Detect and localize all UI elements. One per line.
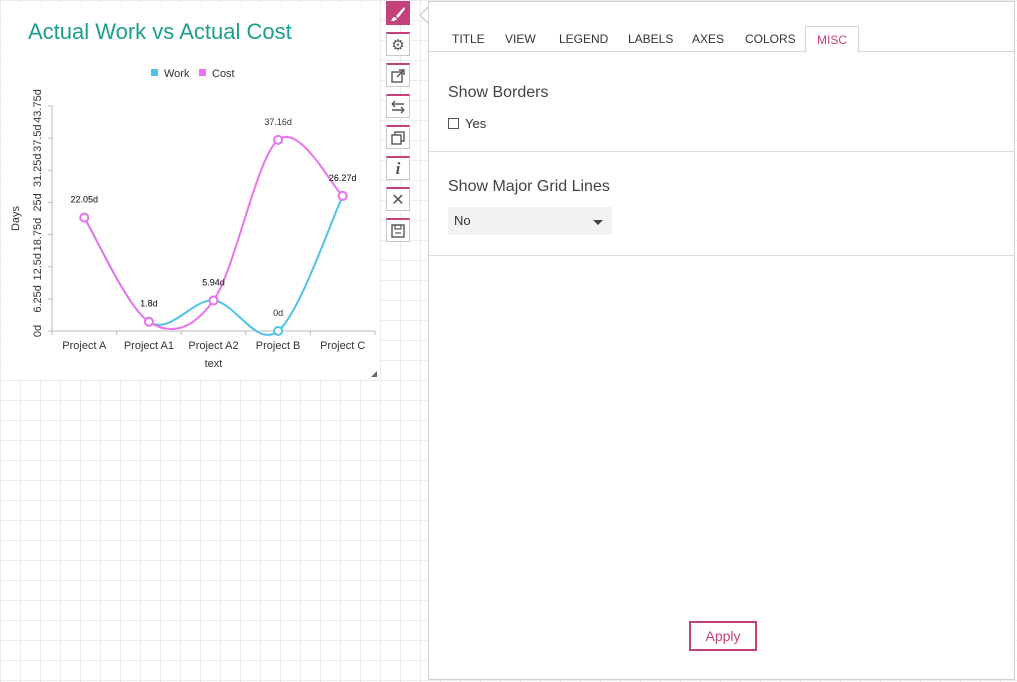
data-label-cost: 22.05d xyxy=(71,195,99,205)
settings-tabs: TITLE VIEW LEGEND LABELS AXES COLORS MIS… xyxy=(429,26,1014,53)
paintbrush-icon xyxy=(391,6,405,21)
resize-handle[interactable] xyxy=(371,371,377,377)
show-borders-checkbox-label: Yes xyxy=(465,116,487,131)
chart-toolbar: ⚙ i ✕ xyxy=(386,1,412,249)
grid-lines-selected-value: No xyxy=(454,213,471,228)
y-tick-label: 0d xyxy=(32,325,44,337)
x-tick-label: Project A1 xyxy=(124,340,174,352)
y-tick-label: 37.5d xyxy=(32,124,44,152)
data-label-work: 1.8d xyxy=(140,299,158,309)
y-tick-label: 25d xyxy=(32,193,44,211)
copy-icon xyxy=(391,130,405,145)
grid-lines-section: Show Major Grid Lines No xyxy=(429,152,1014,256)
grid-lines-select[interactable]: No xyxy=(448,207,612,235)
grid-lines-title: Show Major Grid Lines xyxy=(448,178,610,195)
tab-title[interactable]: TITLE xyxy=(452,32,485,46)
y-tick-label: 12.5d xyxy=(32,253,44,281)
info-button[interactable]: i xyxy=(386,156,410,180)
tab-view[interactable]: VIEW xyxy=(505,32,536,46)
data-point-cost xyxy=(273,134,284,145)
info-icon: i xyxy=(395,158,401,178)
open-external-button[interactable] xyxy=(386,63,410,87)
swap-axes-button[interactable] xyxy=(386,94,410,118)
show-borders-option[interactable]: Yes xyxy=(448,116,486,131)
remove-button[interactable]: ✕ xyxy=(386,187,410,211)
chart-widget[interactable]: Actual Work vs Actual Cost Work Cost 0d 6.2… xyxy=(3,3,379,379)
tab-misc[interactable]: MISC xyxy=(805,26,859,53)
show-borders-title: Show Borders xyxy=(448,84,549,101)
data-label-work: 0d xyxy=(273,308,283,318)
settings-button[interactable]: ⚙ xyxy=(386,32,410,56)
external-link-icon xyxy=(391,68,405,83)
y-axis-title: Days xyxy=(10,205,22,231)
legend-label-work: Work xyxy=(164,68,190,80)
duplicate-button[interactable] xyxy=(386,125,410,149)
legend-label-cost: Cost xyxy=(212,68,235,80)
legend-swatch-work xyxy=(151,69,158,76)
data-label-cost: 1.8d xyxy=(140,299,158,309)
x-tick-label: Project A2 xyxy=(188,340,238,352)
apply-button[interactable]: Apply xyxy=(689,621,757,651)
data-label-work: 26.27d xyxy=(329,173,357,183)
x-tick-label: Project B xyxy=(256,340,301,352)
tab-labels[interactable]: LABELS xyxy=(628,32,674,46)
tab-legend[interactable]: LEGEND xyxy=(559,32,609,46)
save-button[interactable] xyxy=(386,218,410,242)
gear-icon: ⚙ xyxy=(391,36,405,54)
settings-panel: TITLE VIEW LEGEND LABELS AXES COLORS MIS… xyxy=(428,1,1015,680)
x-axis-title: text xyxy=(205,358,223,370)
data-point-cost xyxy=(143,316,154,327)
legend-swatch-cost xyxy=(199,69,206,76)
show-borders-section: Show Borders Yes xyxy=(429,52,1014,152)
y-tick-label: 43.75d xyxy=(32,89,44,123)
data-label-cost: 37.16d xyxy=(264,117,292,127)
data-label-work: 22.05d xyxy=(71,195,99,205)
x-tick-label: Project C xyxy=(320,340,365,352)
tab-axes[interactable]: AXES xyxy=(692,32,725,46)
data-point-cost xyxy=(208,295,219,306)
data-point-work xyxy=(273,326,284,336)
y-tick-label: 6.25d xyxy=(32,285,44,313)
data-label-cost: 5.94d xyxy=(202,277,225,287)
x-tick-label: Project A xyxy=(62,340,107,352)
caret-down-icon xyxy=(593,220,603,225)
paintbrush-button[interactable] xyxy=(386,1,410,25)
data-point-cost xyxy=(337,190,348,201)
show-borders-checkbox[interactable] xyxy=(448,118,459,129)
data-label-cost: 26.27d xyxy=(329,173,357,183)
series-line-work xyxy=(83,195,344,336)
close-icon: ✕ xyxy=(391,191,405,209)
panel-pointer-fill xyxy=(421,7,429,23)
data-label-work: 5.94d xyxy=(202,277,225,287)
data-point-cost xyxy=(79,212,90,223)
tab-colors[interactable]: COLORS xyxy=(745,32,796,46)
y-tick-label: 31.25d xyxy=(32,153,44,187)
swap-arrows-icon xyxy=(391,100,405,113)
chart-title: Actual Work vs Actual Cost xyxy=(28,19,292,44)
y-tick-label: 18.75d xyxy=(32,218,44,252)
save-icon xyxy=(391,223,405,238)
